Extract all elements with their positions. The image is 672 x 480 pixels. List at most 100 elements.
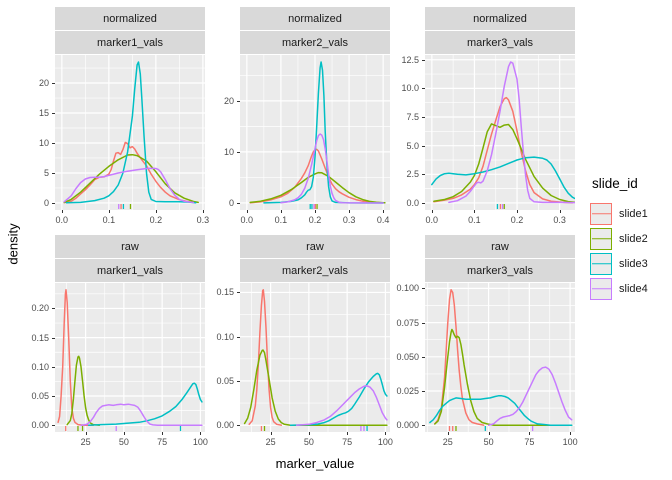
legend-key-swatch [590, 202, 612, 225]
x-tick-mark [474, 210, 476, 213]
density-curve-slide2 [433, 123, 575, 204]
x-tick-label: 0.2 [149, 215, 163, 225]
facet-strip-row-raw: raw [55, 235, 205, 258]
x-tick-mark [347, 432, 349, 435]
density-curve-slide2 [63, 153, 199, 204]
x-tick-mark [270, 432, 272, 435]
y-tick-label: 0.050 [396, 351, 419, 362]
y-tick-mark [237, 380, 240, 382]
facet-strip-row-normalized: normalized [240, 7, 390, 30]
y-tick-label: 0.15 [216, 287, 234, 298]
y-tick-mark [52, 142, 55, 144]
x-tick-label: 0.3 [342, 215, 356, 225]
y-tick-label: 5 [43, 167, 49, 178]
density-curve-slide1 [249, 148, 384, 204]
legend-key-line [591, 262, 611, 265]
x-tick-mark [200, 432, 202, 435]
x-tick-mark [246, 210, 248, 213]
y-tick-label: 2.5 [406, 169, 419, 180]
x-tick-label: 0.2 [510, 215, 524, 225]
density-curve-slide2 [66, 355, 101, 426]
y-tick-mark [52, 425, 55, 427]
x-tick-mark [517, 210, 519, 213]
y-axis-title: density [5, 223, 21, 265]
facet-strip-col-marker1_vals: marker1_vals [55, 31, 205, 54]
x-tick-label: 100 [562, 437, 578, 447]
y-tick-label: 10 [38, 137, 49, 148]
x-tick-label: 75 [342, 437, 353, 447]
density-curve-slide3 [289, 372, 388, 426]
x-tick-mark [280, 210, 282, 213]
x-tick-mark [85, 432, 87, 435]
x-tick-mark [155, 210, 157, 213]
density-curve-slide1 [57, 289, 95, 426]
facet-strip-col-marker2_vals: marker2_vals [240, 31, 390, 54]
facet-panel-raw-marker3_vals [425, 283, 575, 432]
x-tick-mark [315, 210, 316, 213]
x-tick-mark [108, 210, 110, 213]
y-tick-label: 7.5 [406, 112, 419, 123]
facet-panel-normalized-marker3_vals [425, 55, 575, 210]
y-tick-mark [422, 145, 425, 147]
x-tick-label: 0.3 [553, 215, 566, 225]
x-tick-mark [488, 432, 490, 435]
y-tick-mark [422, 322, 425, 324]
y-tick-label: 0.0 [406, 197, 419, 208]
y-tick-label: 20 [38, 78, 49, 89]
y-tick-label: 0.05 [31, 391, 49, 402]
legend-key-swatch [590, 227, 612, 250]
y-tick-mark [422, 288, 425, 290]
facet-strip-row-normalized: normalized [425, 7, 575, 30]
density-curve-slide1 [434, 289, 485, 426]
density-curve-slide1 [248, 289, 283, 426]
x-tick-label: 0.1 [274, 215, 288, 225]
y-tick-mark [237, 202, 240, 204]
x-tick-label: 50 [118, 437, 129, 447]
y-tick-label: 0.000 [396, 420, 419, 431]
legend-item-label: slide4 [619, 282, 648, 295]
density-curve-slide4 [487, 366, 573, 426]
x-tick-label: 25 [442, 437, 453, 447]
y-tick-mark [237, 292, 240, 294]
y-tick-mark [52, 396, 55, 398]
legend-item-slide1: slide1 [590, 201, 672, 226]
x-tick-label: 25 [265, 437, 276, 447]
y-tick-mark [52, 202, 55, 204]
x-axis-title: marker_value [275, 456, 355, 471]
x-tick-label: 0.3 [196, 215, 210, 225]
facet-panel-normalized-marker2_vals [240, 55, 390, 210]
y-tick-label: 0.00 [216, 420, 234, 431]
legend-key-swatch [590, 277, 612, 300]
density-curve-slide4 [80, 403, 203, 426]
facet-strip-col-marker3_vals: marker3_vals [425, 31, 575, 54]
density-curve-slide3 [263, 61, 384, 204]
density-curve-slide3 [87, 382, 203, 426]
y-tick-label: 0.100 [396, 283, 419, 294]
y-tick-label: 0.00 [31, 420, 49, 431]
legend-key-line [591, 212, 611, 215]
x-tick-mark [570, 432, 572, 435]
legend-key-line [591, 287, 611, 290]
density-curve-slide2 [243, 349, 388, 426]
y-tick-mark [422, 59, 425, 61]
x-tick-mark [431, 210, 433, 213]
y-tick-label: 0.025 [396, 386, 419, 397]
facet-strip-row-raw: raw [425, 235, 575, 258]
facet-strip-row-raw: raw [240, 235, 390, 258]
y-tick-mark [52, 366, 55, 368]
facet-strip-col-marker3_vals: marker3_vals [425, 259, 575, 282]
x-tick-mark [559, 210, 561, 213]
y-tick-mark [52, 113, 55, 114]
x-tick-mark [162, 432, 164, 435]
density-curve-slide3 [429, 395, 573, 426]
x-tick-label: 100 [377, 437, 393, 447]
facet-strip-row-normalized: normalized [55, 7, 205, 30]
y-tick-mark [422, 117, 425, 119]
x-tick-label: 50 [483, 437, 494, 447]
y-tick-mark [52, 337, 55, 339]
y-tick-label: 0 [228, 197, 234, 208]
density-curve-slide4 [280, 133, 384, 204]
x-tick-label: 0.4 [376, 215, 390, 225]
y-tick-label: 15 [38, 108, 49, 118]
